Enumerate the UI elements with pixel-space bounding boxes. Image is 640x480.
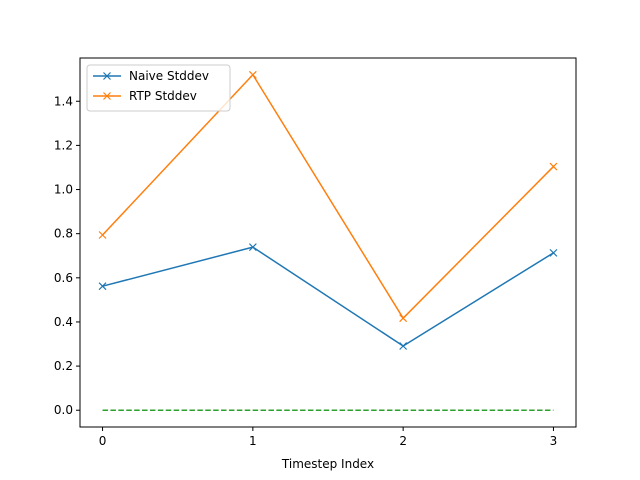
legend-item: Naive Stddev [93, 69, 209, 83]
x-tick-label: 1 [249, 434, 257, 448]
data-point-0-3 [549, 248, 558, 257]
data-point-0-1 [248, 243, 257, 252]
y-tick-label: 0.0 [54, 403, 73, 417]
series-line-0 [102, 246, 554, 347]
plot-frame [79, 57, 577, 428]
x-tick-label: 2 [399, 434, 407, 448]
plot-area [80, 58, 576, 427]
x-tick-label: 3 [550, 434, 558, 448]
data-point-1-1 [248, 70, 257, 79]
legend-label: RTP Stddev [129, 89, 197, 103]
y-tick-label: 0.6 [54, 271, 73, 285]
data-point-1-3 [549, 162, 558, 171]
y-tick-label: 1.4 [54, 94, 73, 108]
series-line-1 [102, 74, 554, 319]
y-tick-label: 1.0 [54, 183, 73, 197]
series-layer [98, 70, 558, 411]
y-tick-label: 0.4 [54, 315, 73, 329]
y-tick-label: 0.8 [54, 227, 73, 241]
data-point-1-2 [399, 314, 408, 323]
data-point-1-0 [98, 231, 107, 239]
legend-box [86, 64, 231, 112]
legend-item: RTP Stddev [93, 89, 197, 103]
axes-layer: 0 1 2 3 0.0 0.2 0.4 0.6 0.8 1.0 1.2 1.4 [54, 57, 577, 448]
y-tick-label: 1.2 [54, 138, 73, 152]
x-axis-label: Timestep Index [281, 457, 374, 471]
y-tick-label: 0.2 [54, 359, 73, 373]
legend: Naive Stddev RTP Stddev [86, 64, 231, 112]
x-tick-label: 0 [99, 434, 107, 448]
legend-label: Naive Stddev [129, 69, 209, 83]
data-point-0-0 [98, 282, 107, 291]
data-point-0-2 [399, 342, 408, 350]
